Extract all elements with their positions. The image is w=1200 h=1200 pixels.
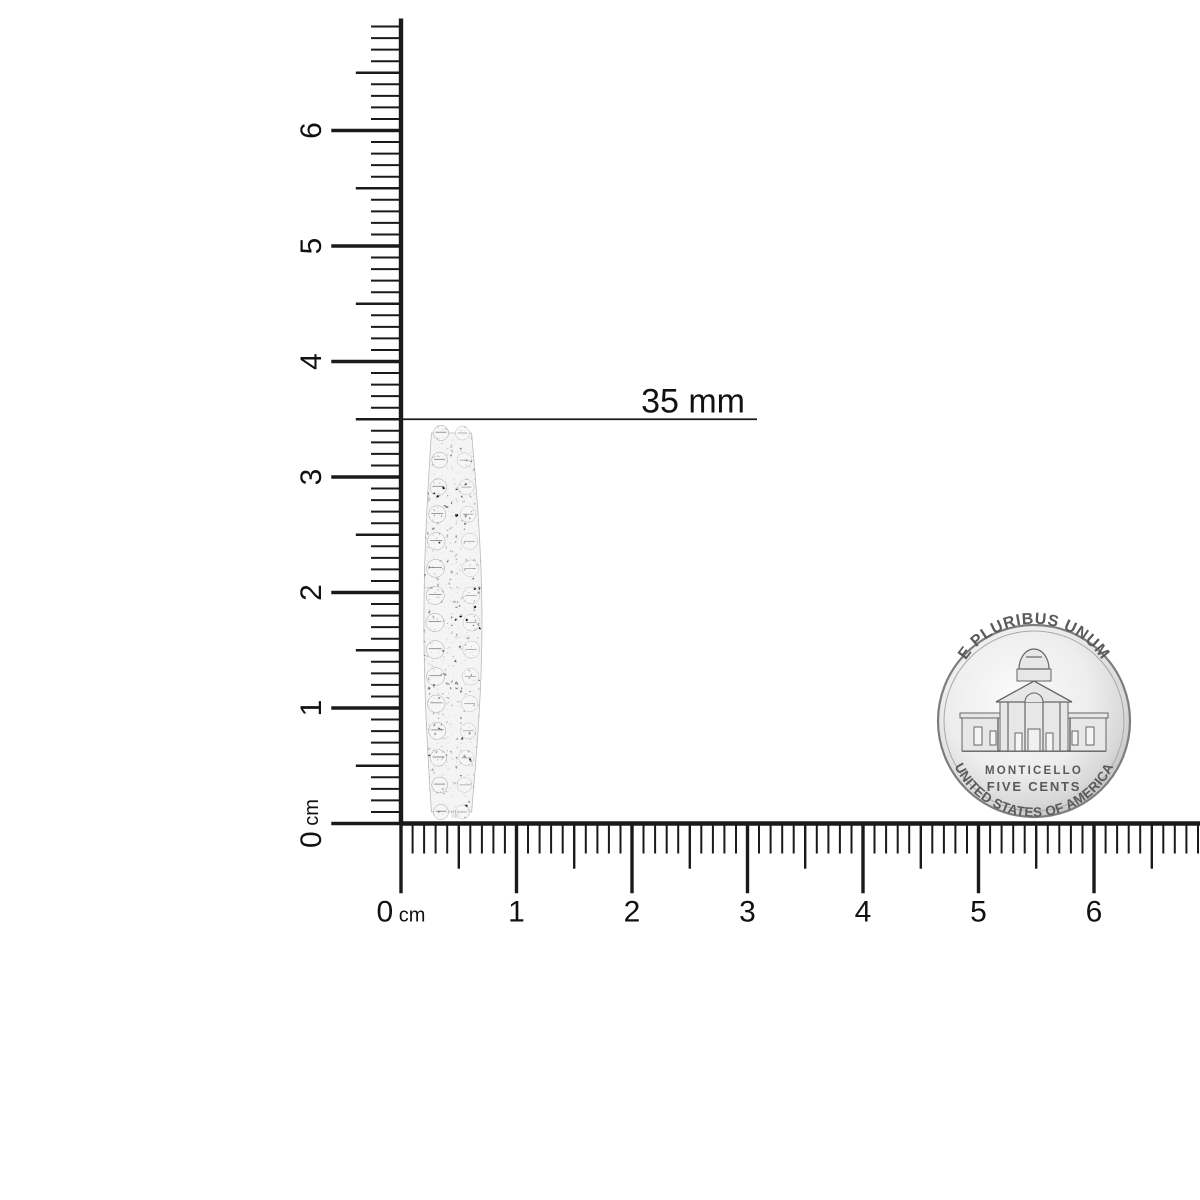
- svg-text:3: 3: [295, 469, 328, 486]
- svg-text:6: 6: [295, 122, 328, 139]
- svg-text:6: 6: [1086, 896, 1103, 929]
- svg-text:0 cm: 0 cm: [295, 799, 328, 848]
- svg-text:0 cm: 0 cm: [377, 896, 426, 929]
- svg-text:1: 1: [508, 896, 525, 929]
- svg-text:35 mm: 35 mm: [641, 383, 745, 421]
- svg-text:3: 3: [739, 896, 756, 929]
- svg-text:2: 2: [624, 896, 641, 929]
- svg-text:1: 1: [295, 700, 328, 717]
- svg-text:5: 5: [295, 238, 328, 255]
- svg-text:FIVE CENTS: FIVE CENTS: [987, 779, 1082, 794]
- svg-text:MONTICELLO: MONTICELLO: [985, 765, 1083, 777]
- svg-text:4: 4: [295, 353, 328, 370]
- svg-text:5: 5: [970, 896, 987, 929]
- svg-text:2: 2: [295, 584, 328, 601]
- svg-text:4: 4: [855, 896, 872, 929]
